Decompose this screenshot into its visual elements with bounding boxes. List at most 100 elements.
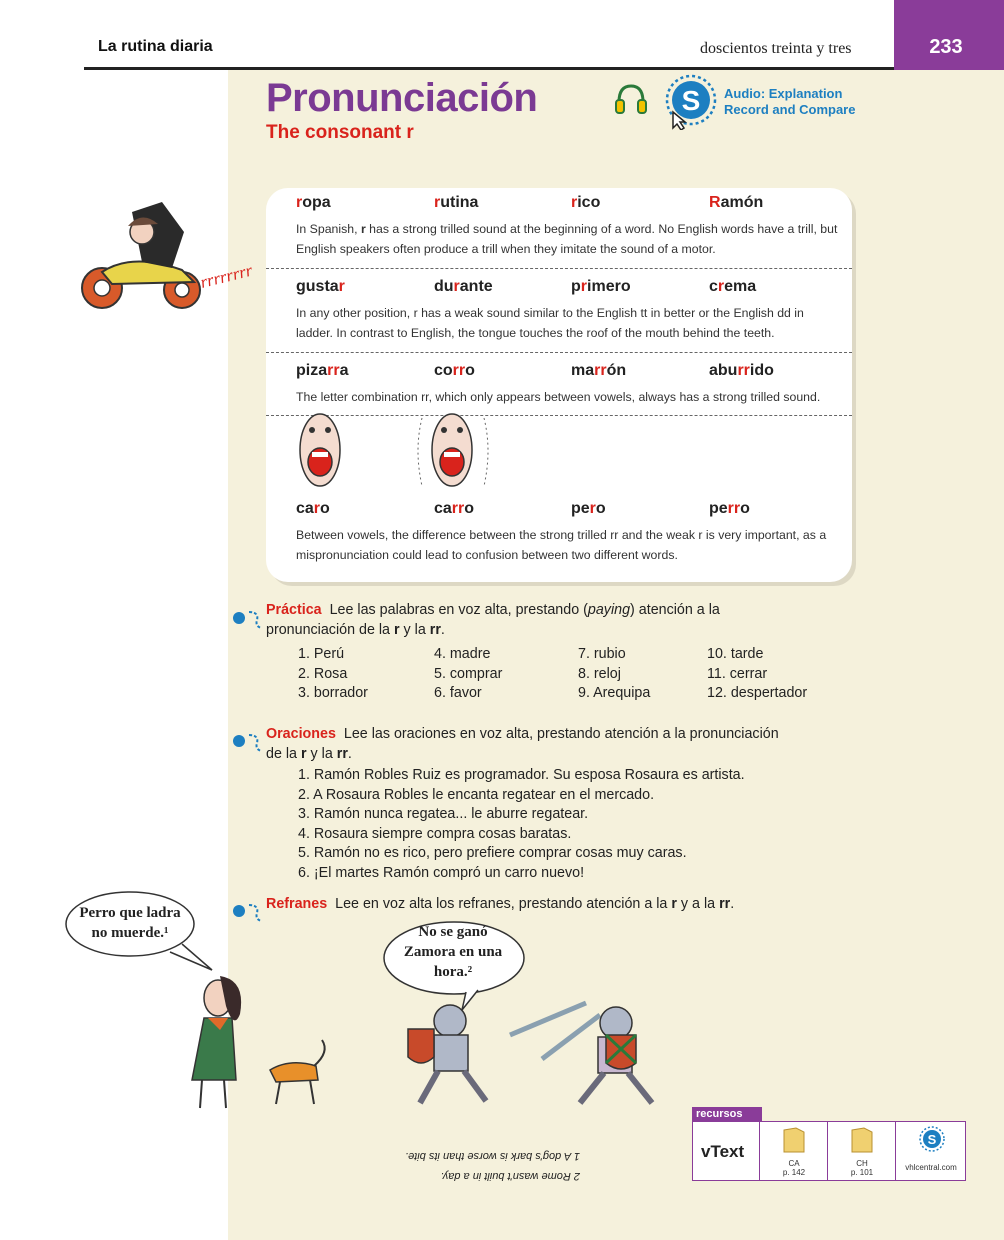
supersite-s-icon[interactable]: S xyxy=(663,74,719,130)
motorcycle-rider-illustration: rrrrrrrr xyxy=(81,202,255,309)
list-item: 10. tarde xyxy=(707,646,764,662)
practica-column: 4. madre 5. comprar 6. favor xyxy=(434,645,502,704)
oraciones-instr-end: . xyxy=(347,746,352,762)
svg-text:S: S xyxy=(928,1132,937,1147)
pronunciation-card xyxy=(266,188,852,582)
motor-sound-text: rrrrrrrr xyxy=(198,261,254,292)
example-word: gustar xyxy=(296,278,345,295)
practica-instr-r: r xyxy=(393,622,400,638)
speech-bubble-2 xyxy=(383,921,525,1011)
refranes-instr-y: y a la xyxy=(676,896,720,912)
example-word: corro xyxy=(434,362,475,379)
page-number: 233 xyxy=(929,36,963,58)
page-number-words: doscientos treinta y tres xyxy=(700,40,852,57)
refranes-instr-end: . xyxy=(730,896,735,912)
practica-instr-rr: rr xyxy=(429,622,441,638)
proverb-2-line2: Zamora en una xyxy=(403,944,503,960)
divider xyxy=(266,415,852,416)
headphones-icon[interactable] xyxy=(613,82,649,116)
refranes-instr-r: r xyxy=(671,896,677,912)
audio-links[interactable]: Audio: Explanation Record and Compare xyxy=(724,86,855,118)
example-word: Ramón xyxy=(709,194,764,211)
example-word: crema xyxy=(709,278,757,295)
svg-text:S: S xyxy=(682,85,701,116)
ch-label: CH xyxy=(856,1159,868,1168)
practica-column: 7. rubio 8. reloj 9. Arequipa xyxy=(578,645,650,704)
proverb-2-line3: hora.² xyxy=(433,964,473,980)
vtext-link[interactable]: vText xyxy=(701,1142,744,1162)
practica-column: 1. Perú 2. Rosa 3. borrador xyxy=(298,645,368,704)
page-subtitle: The consonant r xyxy=(266,122,414,143)
list-item: 11. cerrar xyxy=(707,665,768,682)
refranes-instr-rr: rr xyxy=(719,896,731,912)
proverb-2-line1: No se ganó xyxy=(418,924,488,940)
ch-resource[interactable]: CH p. 101 xyxy=(827,1122,896,1180)
list-item: 6. ¡El martes Ramón compró un carro nuev… xyxy=(298,864,585,881)
example-word: aburrido xyxy=(709,362,774,379)
list-item: 8. reloj xyxy=(578,665,621,682)
knights-fighting-illustration xyxy=(407,1000,655,1105)
audio-activity-icon[interactable] xyxy=(231,901,265,925)
ca-resource[interactable]: CA p. 142 xyxy=(759,1122,828,1180)
oraciones-instr-b: de la xyxy=(266,746,301,762)
example-word: rutina xyxy=(434,194,479,211)
example-word: durante xyxy=(434,278,493,295)
ca-page: p. 142 xyxy=(782,1168,806,1177)
proverb-1-line2: no muerde.¹ xyxy=(91,925,169,941)
list-item: 6. favor xyxy=(434,685,482,701)
oraciones-instr-r: r xyxy=(300,746,307,762)
example-word: rico xyxy=(571,194,601,211)
proverb-1: Perro que ladra no muerde.¹ xyxy=(66,893,194,953)
list-item: 1. Ramón Robles Ruiz es programador. Su … xyxy=(298,767,745,783)
chapter-title: La rutina diaria xyxy=(98,38,213,55)
list-item: 7. rubio xyxy=(578,646,626,662)
practica-instr-b: ) atención a la xyxy=(630,602,720,618)
list-item: 2. A Rosaura Robles le encanta regatear … xyxy=(298,786,655,803)
list-item: 12. despertador xyxy=(707,685,808,701)
proverb-1-line1: Perro que ladra xyxy=(79,905,181,921)
list-item: 5. Ramón no es rico, pero prefiere compr… xyxy=(298,845,687,862)
folder-icon xyxy=(783,1127,805,1153)
oraciones-instr-a: Lee las oraciones en voz alta, prestando… xyxy=(343,726,779,742)
vtext-label: vText xyxy=(701,1142,745,1161)
mouth-caro-illustration xyxy=(299,413,341,487)
recursos-box: recursos vText CA p. 142 CH p. 101 S vhl… xyxy=(692,1107,966,1181)
ch-page: p. 101 xyxy=(850,1168,874,1177)
refranes-instructions: Refranes Lee en voz alta los refranes, p… xyxy=(266,894,846,914)
header-rule xyxy=(84,67,894,70)
explanation-text: Between vowels, the difference between t… xyxy=(296,528,827,562)
footnote-2: 2 Rome wasn't built in a day. xyxy=(440,1170,580,1182)
explanation-text: The letter combination rr, which only ap… xyxy=(296,390,821,404)
list-item: 4. madre xyxy=(434,646,491,662)
explanation-text: In any other position, r has a weak soun… xyxy=(296,306,804,340)
list-item: 9. Arequipa xyxy=(578,685,651,701)
vhlcentral-resource[interactable]: S vhlcentral.com xyxy=(895,1122,966,1180)
page-title: Pronunciación xyxy=(266,76,538,120)
oraciones-instr-rr: rr xyxy=(336,746,348,762)
page-number-box: 233 xyxy=(894,0,1004,70)
footnotes: 2 Rome wasn't built in a day. 1 A dog's … xyxy=(380,1146,580,1186)
oraciones-instructions: Oraciones Lee las oraciones en voz alta,… xyxy=(266,724,846,764)
example-word: primero xyxy=(571,278,631,295)
example-word: marrón xyxy=(571,362,627,379)
example-word: carro xyxy=(434,500,475,517)
ca-label: CA xyxy=(788,1159,800,1168)
refranes-label: Refranes xyxy=(266,896,328,912)
explanation-text: In Spanish, r has a strong trilled sound… xyxy=(296,222,838,256)
footnote-1: 1 A dog's bark is worse than its bite. xyxy=(405,1150,580,1162)
practica-instr-y: y la xyxy=(399,622,430,638)
record-compare-link[interactable]: Record and Compare xyxy=(724,102,856,117)
mouth-illustrations xyxy=(299,413,489,487)
example-word: caro xyxy=(296,500,330,517)
audio-activity-icon[interactable] xyxy=(231,608,265,632)
mouth-carro-illustration xyxy=(417,413,489,487)
divider xyxy=(266,268,852,269)
practica-column: 10. tarde 11. cerrar 12. despertador xyxy=(707,645,807,704)
oraciones-label: Oraciones xyxy=(266,726,336,742)
audio-explanation-link[interactable]: Audio: Explanation xyxy=(724,86,843,101)
oraciones-list: 1. Ramón Robles Ruiz es programador. Su … xyxy=(298,766,745,884)
list-item: 5. comprar xyxy=(434,665,503,682)
audio-activity-icon[interactable] xyxy=(231,731,265,755)
speech-bubble-1 xyxy=(65,891,213,971)
practica-label: Práctica xyxy=(266,602,322,618)
